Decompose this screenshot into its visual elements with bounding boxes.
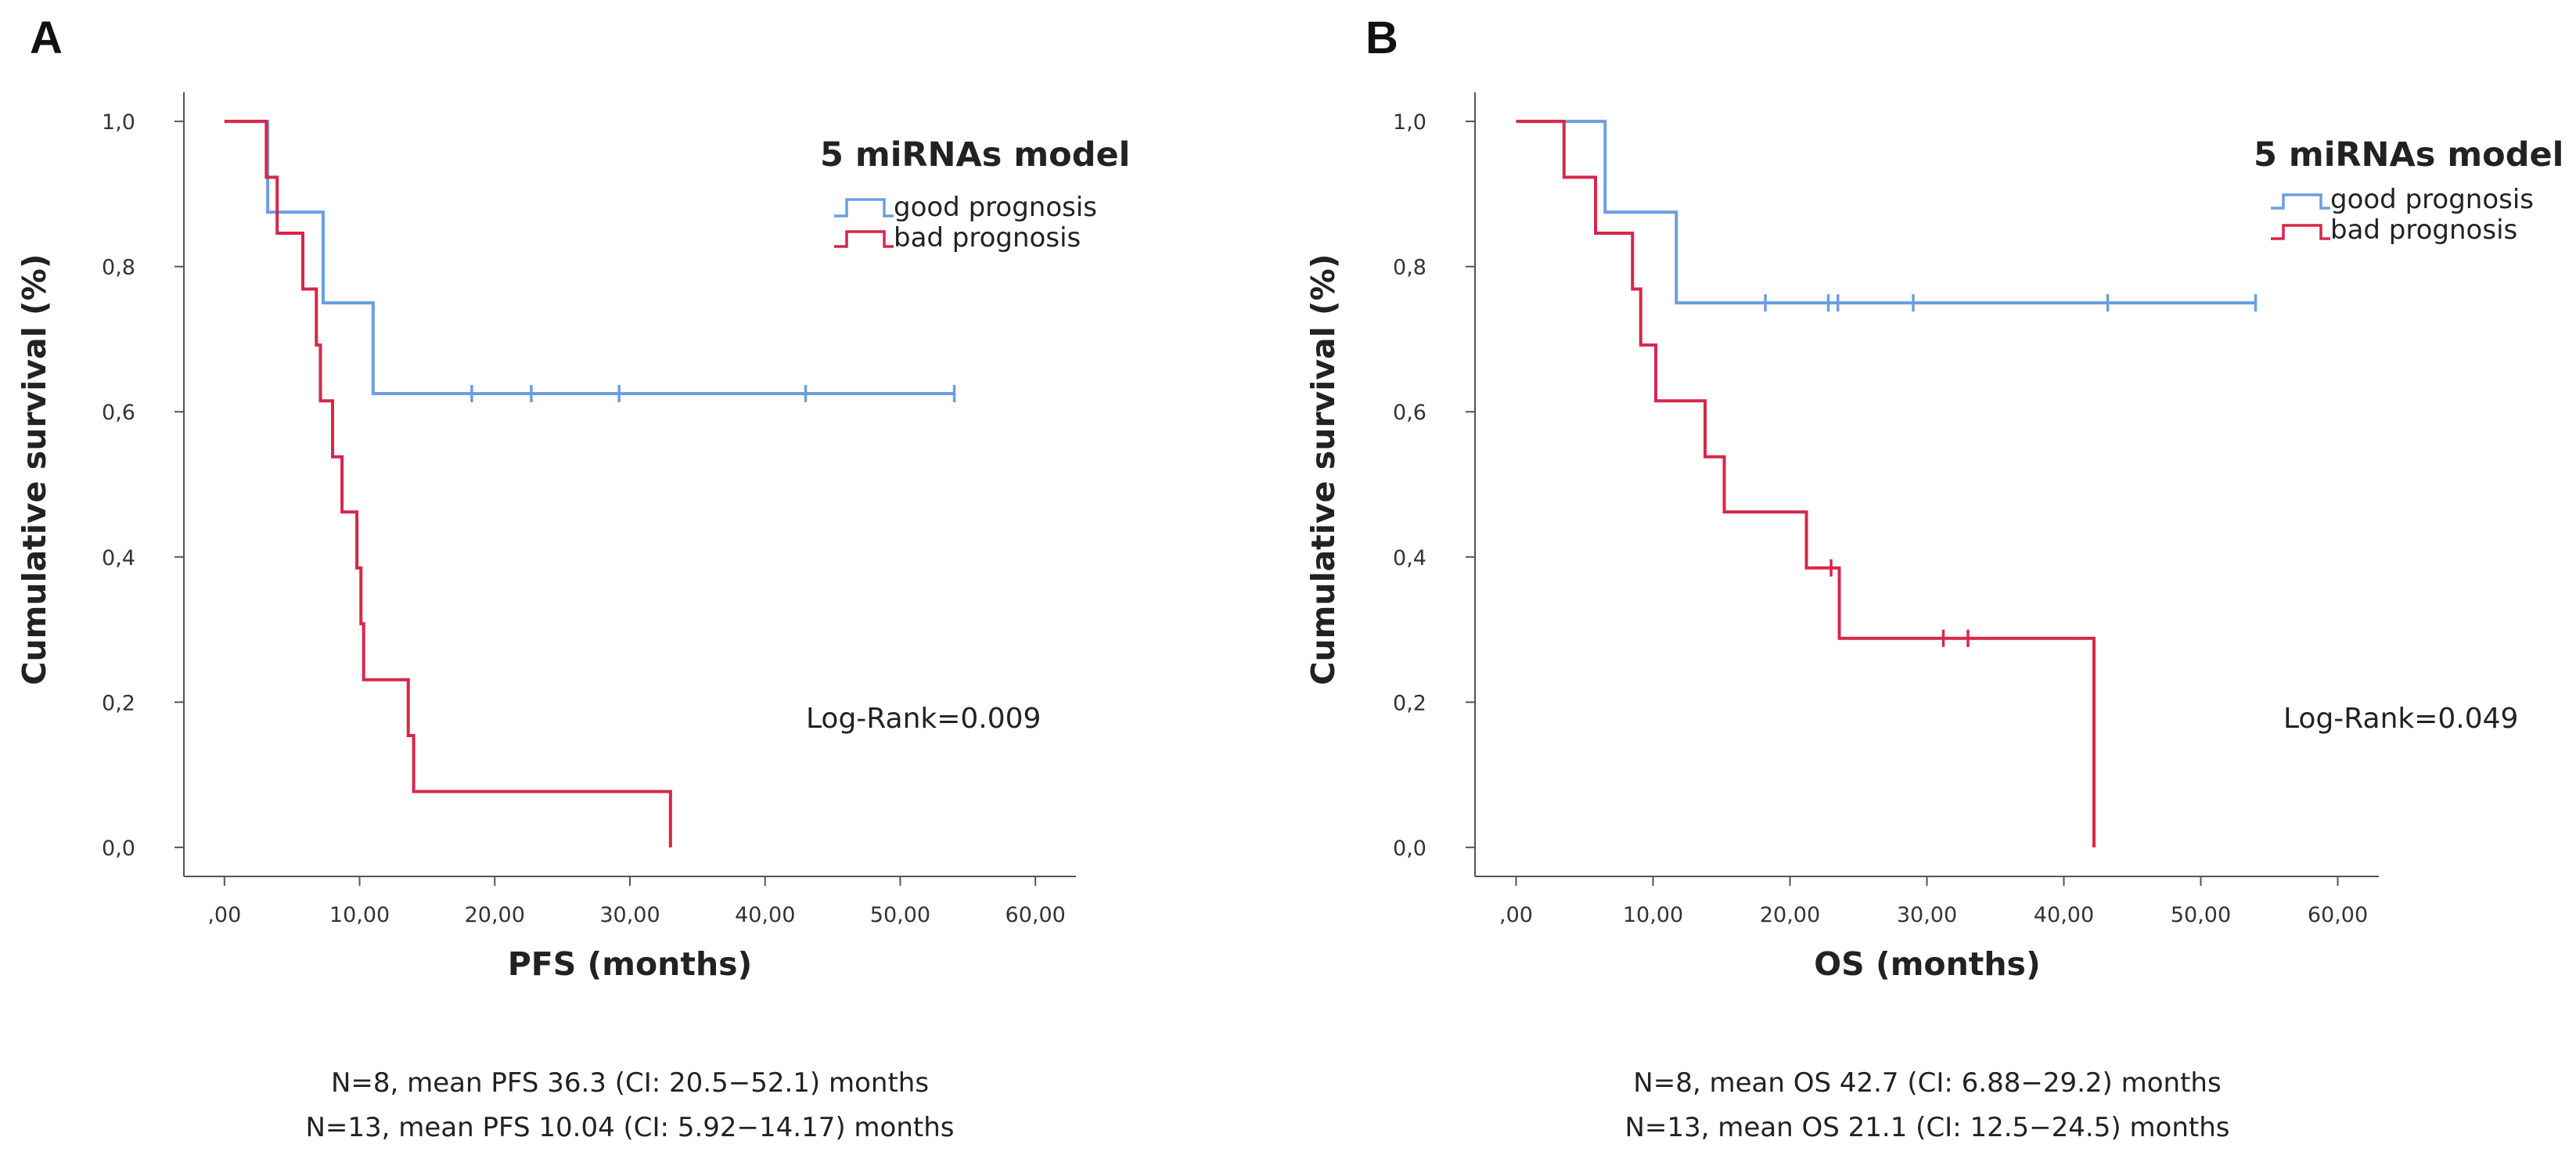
y-axis-title: Cumulative survival (%) xyxy=(16,254,53,685)
y-tick-label: 1,0 xyxy=(1393,110,1427,135)
y-tick-label: 0,0 xyxy=(102,837,135,861)
survival-curve-bad-prognosis xyxy=(1516,120,2096,847)
x-axis-title: OS (months) xyxy=(1814,945,2040,983)
caption-line-1: N=8, mean OS 42.7 (CI: 6.88−29.2) months xyxy=(1633,1067,2221,1099)
legend-symbol-good-prognosis xyxy=(834,198,894,218)
panel-letter: B xyxy=(1365,13,1398,63)
series-bad-prognosis xyxy=(224,120,672,847)
y-tick-label: 0,0 xyxy=(1393,837,1427,861)
legend-title: 5 miRNAs model xyxy=(820,135,1130,175)
survival-curve-bad-prognosis xyxy=(224,120,672,847)
y-tick-label: 0,8 xyxy=(102,256,135,280)
y-tick-label: 0,6 xyxy=(102,401,135,425)
x-tick-label: 30,00 xyxy=(599,903,660,927)
legend-label-bad-prognosis: bad prognosis xyxy=(894,222,1081,254)
legend-title: 5 miRNAs model xyxy=(2254,135,2563,175)
y-tick-label: 0,6 xyxy=(1393,401,1427,425)
y-tick-label: 0,2 xyxy=(1393,691,1427,715)
x-tick-label: 40,00 xyxy=(735,903,795,927)
series-bad-prognosis xyxy=(1516,120,2096,847)
x-tick-label: 20,00 xyxy=(1760,903,1820,927)
panel-b: B Cumulative survival (%) OS (months) ,0… xyxy=(1304,13,2563,1143)
panel-a: A Cumulative survival (%) PFS (months) ,… xyxy=(16,13,1130,1143)
caption-line-2: N=13, mean OS 21.1 (CI: 12.5−24.5) month… xyxy=(1624,1112,2229,1143)
series-good-prognosis xyxy=(1516,120,2258,312)
x-tick-label: 20,00 xyxy=(465,903,525,927)
x-tick-label: ,00 xyxy=(207,903,241,927)
caption-line-2: N=13, mean PFS 10.04 (CI: 5.92−14.17) mo… xyxy=(306,1112,955,1143)
log-rank-annotation: Log-Rank=0.009 xyxy=(806,703,1041,735)
panel-letter: A xyxy=(30,13,63,63)
x-tick-label: 50,00 xyxy=(2171,903,2231,927)
x-tick-label: 40,00 xyxy=(2034,903,2094,927)
y-axis-title: Cumulative survival (%) xyxy=(1304,254,1342,685)
legend-label-good-prognosis: good prognosis xyxy=(894,192,1097,223)
survival-curve-good-prognosis xyxy=(1516,120,2256,305)
y-tick-label: 1,0 xyxy=(102,110,135,135)
tick-labels: ,00 10,00 20,00 30,00 40,00 50,00 60,00 0,0 0,2 0… xyxy=(102,110,1066,927)
series-group xyxy=(224,120,956,847)
y-tick-label: 0,8 xyxy=(1393,256,1427,280)
x-tick-label: 60,00 xyxy=(1006,903,1066,927)
log-rank-annotation: Log-Rank=0.049 xyxy=(2283,703,2518,735)
legend-symbol-bad-prognosis xyxy=(834,230,894,248)
legend: 5 miRNAs model good prognosis bad progno… xyxy=(820,135,1130,254)
legend-symbol-good-prognosis xyxy=(2271,193,2330,210)
y-tick-label: 0,4 xyxy=(102,546,135,570)
y-tick-label: 0,4 xyxy=(1393,546,1427,570)
x-tick-label: 10,00 xyxy=(1623,903,1683,927)
series-group xyxy=(1516,120,2258,847)
x-axis-title: PFS (months) xyxy=(508,945,753,983)
x-tick-label: 50,00 xyxy=(870,903,930,927)
x-tick-label: 30,00 xyxy=(1897,903,1957,927)
x-tick-label: ,00 xyxy=(1499,903,1533,927)
tick-labels: ,00 10,00 20,00 30,00 40,00 50,00 60,00 0,0 0,2 0… xyxy=(1393,110,2368,927)
caption-line-1: N=8, mean PFS 36.3 (CI: 20.5−52.1) month… xyxy=(331,1067,929,1099)
axes xyxy=(1474,92,2379,877)
legend: 5 miRNAs model good prognosis bad progno… xyxy=(2254,135,2563,246)
legend-label-good-prognosis: good prognosis xyxy=(2330,184,2534,215)
legend-label-bad-prognosis: bad prognosis xyxy=(2330,214,2517,246)
y-tick-label: 0,2 xyxy=(102,691,135,715)
legend-symbol-bad-prognosis xyxy=(2271,224,2330,240)
x-tick-label: 60,00 xyxy=(2308,903,2368,927)
x-tick-label: 10,00 xyxy=(329,903,390,927)
